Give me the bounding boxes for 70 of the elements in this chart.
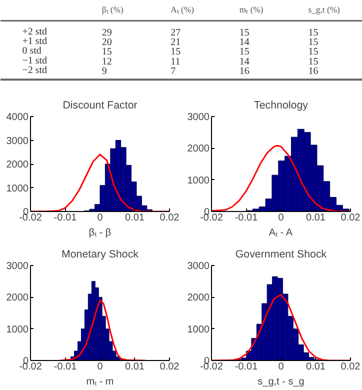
data-label: 14 [239,56,250,68]
data-label: 16 [308,66,318,77]
chart-title: Monetary Shock [62,248,140,260]
x-tick-label: s_g,t (%) [308,4,340,15]
x-axis-title: mₜ - m [86,376,114,388]
y-tick-label: 1000 [6,324,29,336]
data-label: 20 [102,36,112,48]
x-tick-label: -0.01 [234,212,258,224]
x-axis-title: s_g,t - s_g [258,376,304,388]
y-tick-label: +1 std [22,36,48,47]
x-tick-label: -0.01 [54,212,78,224]
x-tick-label: 0.01 [306,212,326,224]
data-label: 11 [170,56,180,68]
y-tick-label: 3000 [6,136,29,147]
data-label: 15 [239,27,250,38]
x-tick-label: 0.01 [306,362,326,372]
x-tick-label: 0 [97,212,104,224]
x-tick-label: -0.01 [234,362,258,372]
y-tick-label: 1000 [6,183,29,194]
y-tick-label: 3000 [6,261,29,272]
data-label: 9 [102,66,107,77]
data-label: 29 [102,27,112,38]
x-axis-title: βₜ - β [88,228,112,238]
y-tick-label: 2000 [187,292,210,304]
y-tick-label: −2 std [22,64,48,76]
x-tick-label: 0.02 [340,362,361,372]
y-tick-label: 2000 [187,144,210,155]
data-label: 27 [170,27,181,38]
x-tick-label: -0.02 [200,362,224,372]
x-tick-label: 0.02 [160,212,180,224]
y-tick-label: −1 std [22,55,48,66]
y-tick-label: 1000 [187,175,210,186]
x-tick-label: 0.02 [340,212,361,224]
y-tick-label: +2 std [22,26,48,38]
data-label: 15 [170,46,181,58]
x-tick-label: 0 [278,362,284,372]
x-tick-label: Aₜ (%) [170,4,194,15]
x-tick-label: 0.01 [125,362,145,372]
data-label: 15 [102,46,112,58]
y-tick-label: 4000 [6,112,29,123]
x-tick-label: -0.02 [19,362,42,372]
y-tick-label: 3000 [187,261,210,272]
data-label: 14 [239,36,250,48]
x-tick-label: -0.01 [54,362,78,372]
y-tick-label: 1000 [187,324,210,336]
data-label: 7 [170,66,176,77]
data-label: 15 [308,46,318,58]
y-tick-label: 2000 [6,160,29,170]
x-tick-label: 0.01 [125,212,145,224]
x-tick-label: βₜ (%) [102,4,124,15]
x-tick-label: mₜ (%) [239,4,264,15]
y-tick-label: 2000 [6,292,29,304]
data-label: 21 [170,36,181,48]
data-label: 15 [308,36,318,48]
chart-title: Government Shock [235,248,328,260]
chart-title: Technology [254,100,309,112]
y-tick-label: 3000 [187,112,210,123]
x-tick-label: 0 [97,362,104,372]
chart-title: Discount Factor [62,100,138,112]
data-label: 15 [239,46,250,58]
x-tick-label: 0 [278,212,284,224]
x-tick-label: 0.02 [160,362,180,372]
x-axis-title: Aₜ - A [268,228,293,238]
data-label: 15 [308,56,318,68]
x-tick-label: -0.02 [200,212,224,224]
data-label: 12 [102,56,112,68]
data-label: 15 [308,27,318,38]
data-label: 16 [239,66,250,77]
y-tick-label: 0 std [22,46,42,57]
x-tick-label: -0.02 [19,212,42,224]
